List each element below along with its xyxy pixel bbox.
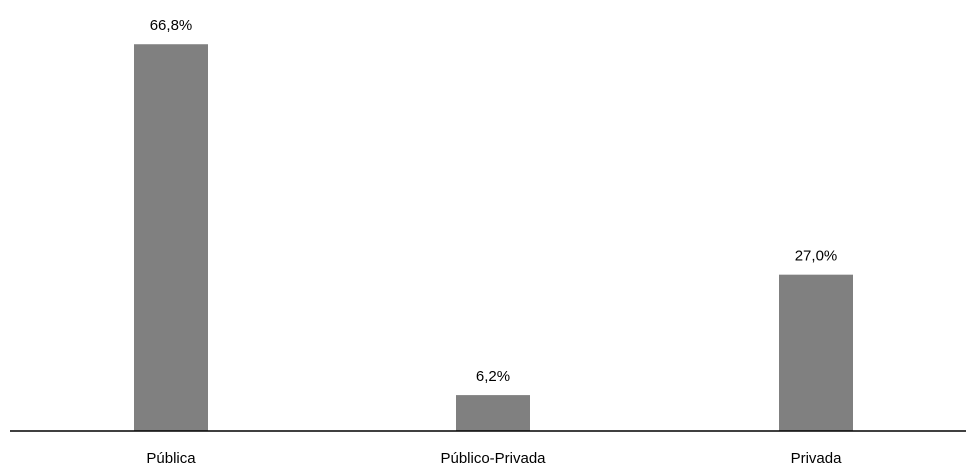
data-labels-group: 66,8% 6,2% 27,0% — [150, 17, 838, 385]
bar-2 — [456, 395, 530, 431]
x-tick-label-2: Público-Privada — [440, 450, 546, 466]
data-label-1: 66,8% — [150, 17, 193, 34]
x-tick-labels-group: Pública Público-Privada Privada — [146, 450, 842, 466]
x-tick-label-3: Privada — [791, 450, 843, 466]
data-label-2: 6,2% — [476, 368, 510, 385]
bar-1 — [134, 44, 208, 432]
data-label-3: 27,0% — [795, 248, 838, 265]
x-tick-label-1: Pública — [146, 450, 196, 466]
bar-3 — [779, 274, 853, 431]
bars-group — [134, 44, 853, 432]
